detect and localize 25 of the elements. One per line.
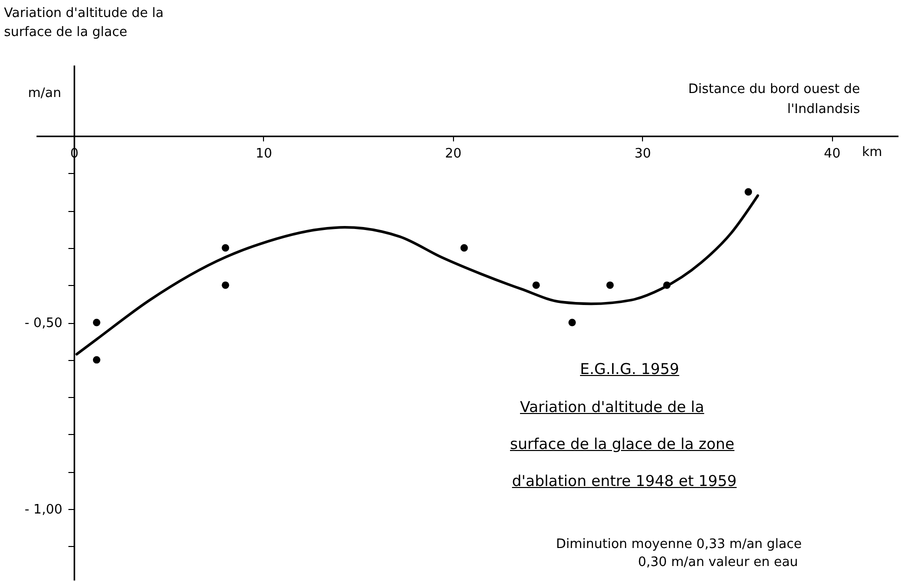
x-tick-label: 10 (256, 146, 272, 162)
annotation: Diminution moyenne 0,33 m/an glace (556, 537, 802, 552)
y-tick-label: - 1,00 (24, 502, 62, 518)
annotation: surface de la glace de la zone (510, 435, 734, 453)
x-tick-label: 30 (634, 146, 652, 162)
annotation: E.G.I.G. 1959 (580, 360, 680, 378)
point (568, 318, 576, 326)
point (606, 281, 614, 289)
point (744, 188, 752, 196)
x-tick-label: 20 (445, 146, 462, 162)
annotation: Variation d'altitude de la (520, 398, 704, 416)
annotation: 0,30 m/an valeur en eau (638, 555, 798, 570)
point (532, 281, 540, 289)
point (92, 318, 100, 326)
annotation: m/an (28, 86, 62, 101)
annotation: d'ablation entre 1948 et 1959 (512, 472, 737, 490)
x-tick-label: 40 (824, 146, 840, 162)
y-tick-label: - 0,50 (24, 316, 62, 331)
annotation: km (862, 145, 882, 160)
point (92, 356, 100, 364)
point (460, 244, 468, 252)
x-axis-title: Distance du bord ouest de l'Indlandsis (687, 81, 860, 119)
point (222, 281, 230, 289)
point (222, 244, 230, 252)
y-axis-title: Variation d'altitude de la surface de la glace (4, 5, 165, 42)
